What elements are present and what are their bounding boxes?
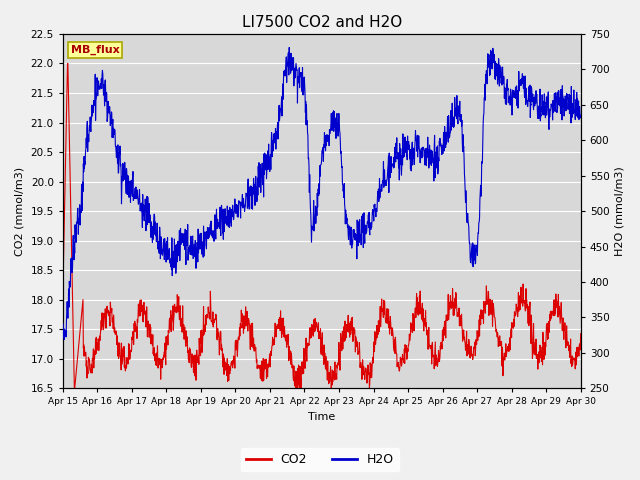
X-axis label: Time: Time [308,412,335,422]
Title: LI7500 CO2 and H2O: LI7500 CO2 and H2O [242,15,402,30]
Y-axis label: CO2 (mmol/m3): CO2 (mmol/m3) [15,167,25,256]
Legend: CO2, H2O: CO2, H2O [241,448,399,471]
Y-axis label: H2O (mmol/m3): H2O (mmol/m3) [615,166,625,256]
Text: MB_flux: MB_flux [70,45,119,55]
